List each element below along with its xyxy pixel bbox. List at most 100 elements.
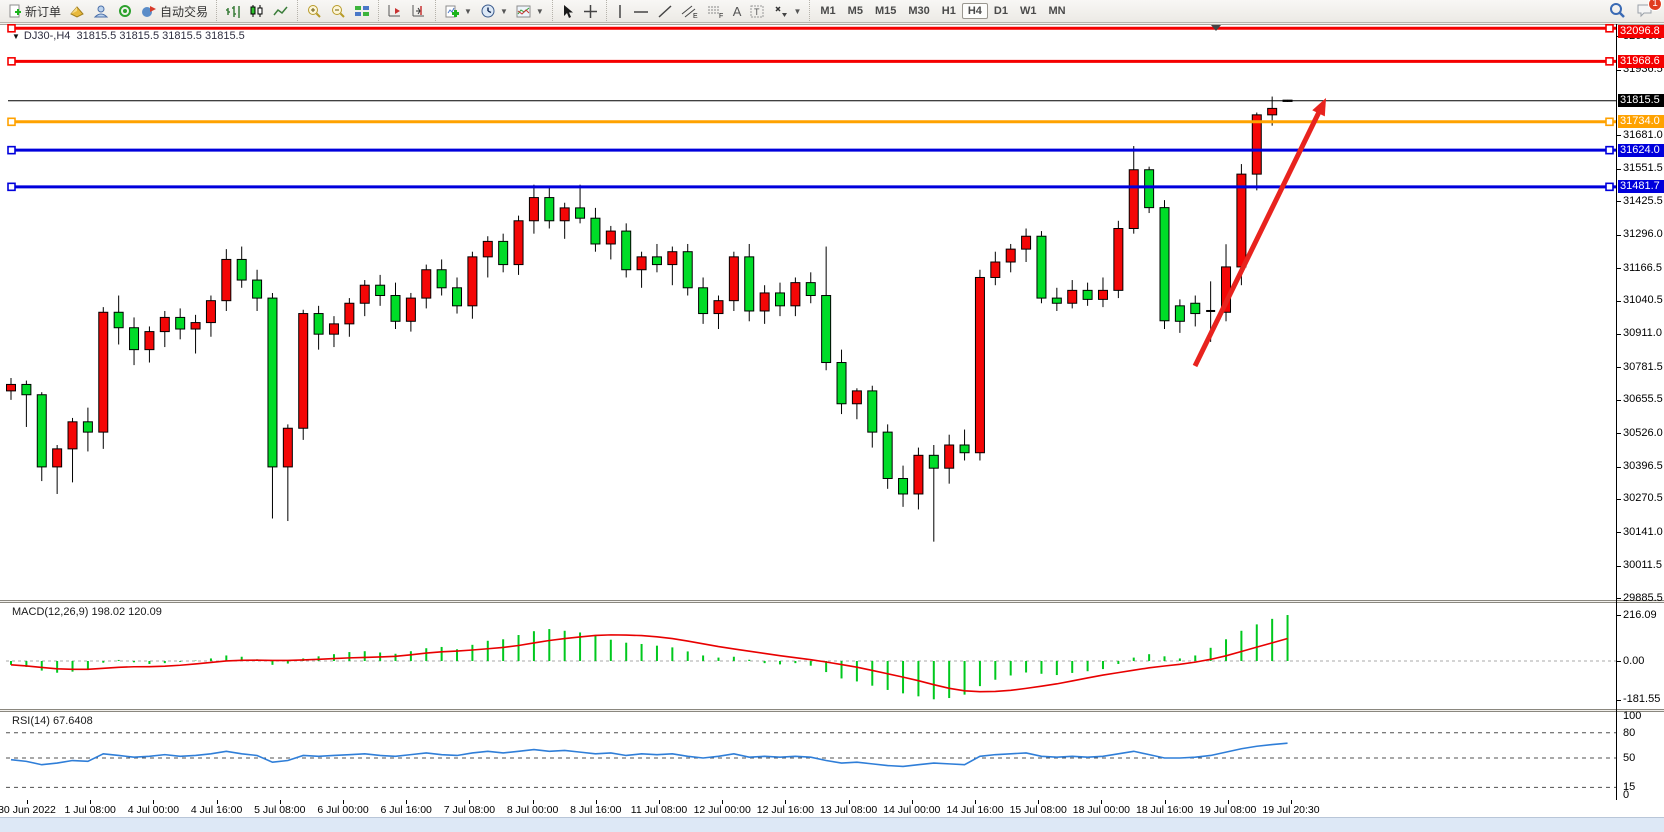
- bear-candle: [1082, 289, 1093, 300]
- indicators-caret[interactable]: ▼: [464, 6, 472, 16]
- text-label-button[interactable]: T: [745, 2, 769, 21]
- timeframe-h1[interactable]: H1: [941, 5, 956, 17]
- level-handle-right[interactable]: [1605, 23, 1614, 33]
- rsi-label: RSI(14) 67.6408: [12, 715, 93, 727]
- macd-separator[interactable]: [0, 600, 1664, 603]
- trend-arrow-line[interactable]: [1192, 108, 1323, 368]
- bull-candle: [467, 256, 478, 307]
- templates-button[interactable]: ▼: [512, 2, 548, 21]
- timeframe-h4[interactable]: H4: [961, 3, 988, 19]
- main-chart-canvas[interactable]: [0, 23, 1664, 600]
- timeframe-m5[interactable]: M5: [847, 5, 863, 17]
- text-tool-button[interactable]: A: [729, 2, 746, 21]
- metaeditor-button[interactable]: [65, 2, 89, 20]
- time-tick: [27, 800, 28, 804]
- autotrading-button[interactable]: 自动交易: [137, 1, 212, 22]
- chart-shift-marker[interactable]: [1211, 25, 1221, 31]
- community-button[interactable]: [89, 2, 113, 20]
- price-tick: [1617, 300, 1621, 302]
- level-handle-left[interactable]: [7, 145, 16, 155]
- time-label: 15 Jul 08:00: [1009, 804, 1067, 816]
- bear-candle: [252, 279, 263, 299]
- arrows-tool-button[interactable]: ▼: [769, 2, 805, 20]
- periods-caret[interactable]: ▼: [499, 6, 508, 16]
- timeframe-w1[interactable]: W1: [1019, 5, 1037, 17]
- chart-ohlc-values: 31815.5 31815.5 31815.5 31815.5: [76, 30, 245, 42]
- arrows-caret[interactable]: ▼: [793, 6, 802, 16]
- indicators-icon: [444, 4, 460, 19]
- equidistant-channel-button[interactable]: E: [677, 2, 703, 21]
- zoom-in-button[interactable]: [302, 2, 326, 21]
- price-tick: [1617, 201, 1621, 203]
- time-tick: [1227, 800, 1229, 804]
- order-group: 新订单 自动交易: [0, 0, 216, 23]
- bear-candle: [821, 295, 832, 364]
- time-label: 19 Jul 08:00: [1199, 804, 1257, 816]
- templates-caret[interactable]: ▼: [535, 6, 544, 16]
- level-handle-right[interactable]: [1605, 145, 1614, 155]
- new-order-button[interactable]: 新订单: [4, 1, 65, 22]
- rsi-axis-label: 50: [1623, 752, 1636, 764]
- price-tick-label: 31936.5: [1623, 63, 1663, 76]
- bear-candle: [129, 327, 140, 351]
- timeframe-m30[interactable]: M30: [908, 5, 930, 17]
- price-tick-label: 30270.5: [1623, 492, 1663, 505]
- bull-candle: [1097, 289, 1108, 300]
- tile-windows-button[interactable]: [350, 2, 374, 20]
- time-label: 8 Jul 00:00: [506, 804, 559, 816]
- periods-button[interactable]: ▼: [476, 2, 512, 21]
- bull-candle: [990, 261, 1001, 278]
- bar-chart-button[interactable]: [221, 2, 245, 20]
- search-icon[interactable]: [1609, 2, 1626, 21]
- symbol-dropdown-icon[interactable]: ▼: [12, 32, 20, 41]
- timeframe-d1[interactable]: D1: [993, 5, 1008, 17]
- horizontal-line-button[interactable]: [629, 2, 653, 21]
- chart-shift-button[interactable]: [407, 2, 431, 20]
- trend-arrow-head[interactable]: [1312, 98, 1326, 117]
- price-tick: [1617, 367, 1621, 369]
- signals-button[interactable]: [113, 2, 137, 20]
- crosshair-button[interactable]: [579, 2, 602, 21]
- candlestick-chart-button[interactable]: [245, 2, 269, 20]
- text-label-icon: T: [749, 4, 765, 19]
- level-handle-left[interactable]: [7, 182, 16, 192]
- bull-candle: [359, 284, 370, 304]
- level-handle-right[interactable]: [1605, 117, 1614, 127]
- macd-axis-label: 0.00: [1623, 654, 1645, 667]
- notifications-button[interactable]: 1: [1636, 0, 1662, 21]
- cursor-button[interactable]: [557, 2, 579, 21]
- bull-candle: [144, 331, 155, 351]
- fibonacci-button[interactable]: F: [703, 2, 729, 21]
- price-tick: [1617, 168, 1621, 170]
- time-tick: [343, 800, 344, 804]
- bar-chart-icon: [225, 4, 241, 18]
- level-handle-right[interactable]: [1605, 182, 1614, 192]
- level-handle-right[interactable]: [1605, 57, 1614, 66]
- time-label: 14 Jul 16:00: [946, 804, 1004, 816]
- chart-title[interactable]: ▼ DJ30-,H4 31815.5 31815.5 31815.5 31815.…: [12, 30, 245, 42]
- timeframe-m15[interactable]: M15: [874, 5, 897, 17]
- bull-candle: [1267, 107, 1278, 116]
- time-tick: [90, 800, 92, 804]
- status-strip: [0, 817, 1664, 832]
- bull-candle: [1021, 235, 1032, 250]
- macd-axis-label: -181.55: [1623, 693, 1661, 706]
- zoom-out-button[interactable]: [326, 2, 350, 21]
- rsi-separator[interactable]: [0, 709, 1664, 712]
- trendline-button[interactable]: [653, 2, 677, 21]
- price-tick-label: 29885.5: [1623, 591, 1663, 604]
- level-handle-left[interactable]: [7, 57, 16, 66]
- indicators-button[interactable]: ▼: [440, 2, 476, 21]
- auto-scroll-button[interactable]: [383, 2, 407, 20]
- bull-candle: [159, 316, 170, 333]
- timeframe-mn[interactable]: MN: [1048, 5, 1066, 17]
- level-handle-left[interactable]: [7, 23, 16, 33]
- price-level-badge: 31624.0: [1618, 143, 1664, 157]
- time-label: 1 Jul 08:00: [64, 804, 116, 816]
- line-chart-button[interactable]: [269, 2, 293, 20]
- cursor-group: [551, 0, 606, 23]
- timeframe-m1[interactable]: M1: [820, 5, 836, 17]
- vertical-line-button[interactable]: [611, 2, 629, 21]
- level-handle-left[interactable]: [7, 117, 16, 127]
